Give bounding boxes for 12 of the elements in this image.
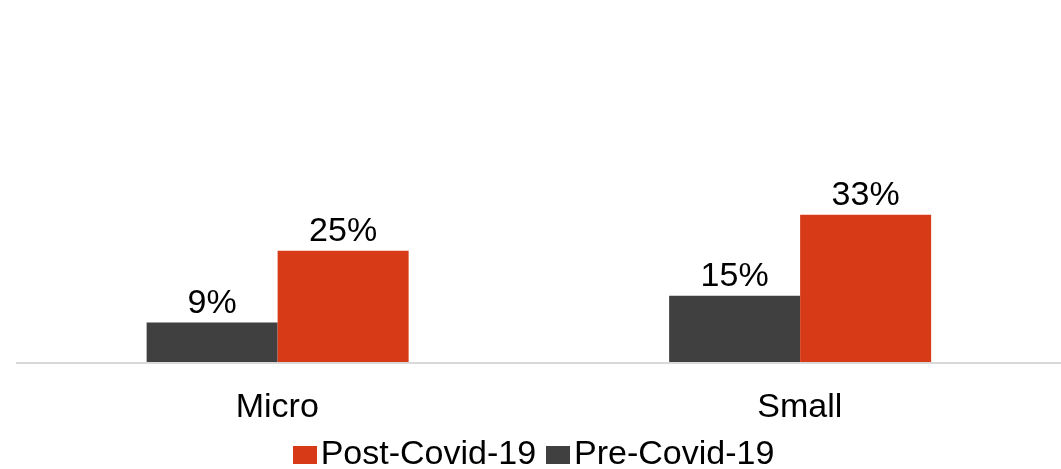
- data-label: 15%: [700, 254, 769, 293]
- data-label: 9%: [187, 281, 237, 320]
- x-tick-label: Micro: [235, 386, 319, 425]
- bar: [277, 250, 409, 363]
- data-label: 25%: [309, 209, 378, 248]
- bar: [146, 322, 278, 363]
- bar: [800, 214, 932, 363]
- bar: [669, 295, 801, 363]
- data-label: 33%: [831, 173, 900, 212]
- legend-label: Post-Covid-19: [320, 433, 537, 469]
- legend-label: Pre-Covid-19: [574, 433, 775, 469]
- x-tick-label: Small: [757, 386, 843, 425]
